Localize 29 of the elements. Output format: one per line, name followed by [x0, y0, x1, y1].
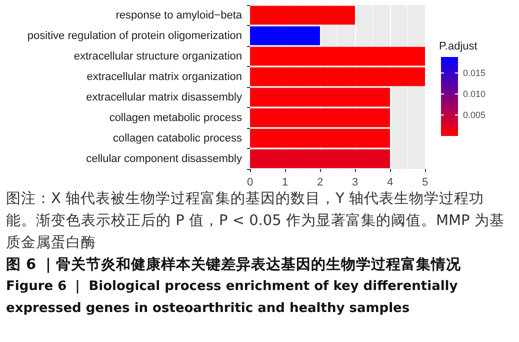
color-bar-label: 0.015	[463, 68, 486, 78]
bar	[250, 108, 390, 128]
bar	[250, 46, 425, 66]
x-tick-label: 1	[282, 176, 288, 188]
bar	[250, 88, 390, 107]
caption: 图 6 ｜骨关节炎和健康样本关键差异表达基因的生物学过程富集情况	[6, 255, 462, 275]
x-tick-label: 4	[386, 176, 394, 188]
y-tick-label: positive regulation of protein oligomerization	[27, 30, 242, 42]
y-tick-label: response to amyloid−beta	[116, 9, 243, 22]
caption: Figure 6 ｜ Biological process enrichment of key differentially expressed genes in osteoarthritic and healthy samples	[6, 278, 459, 318]
y-tick-label: extracellular matrix organization	[86, 70, 242, 83]
bar	[250, 26, 320, 46]
y-tick-label: cellular component disassembly	[86, 152, 242, 165]
color-bar-label: 0.010	[463, 88, 486, 99]
x-tick-label: 5	[422, 176, 428, 188]
x-tick-label: 0	[246, 176, 254, 188]
bar	[250, 149, 390, 168]
y-tick-label: collagen catabolic process	[112, 132, 242, 144]
text: 图注：X 轴代表被生物学过程富集的基因的数目，Y 轴代表生物学过程功能。渐变色表示校正后的 P 值，P < 0.05 作为显著富集的阈值。MMP 为基质金属蛋白酶	[6, 190, 506, 253]
y-tick-label: extracellular structure organization	[74, 50, 242, 62]
y-tick-label: extracellular matrix disassembly	[86, 91, 242, 104]
color-bar-label: 0.005	[463, 110, 486, 120]
bar	[250, 128, 390, 148]
y-tick-label: collagen metabolic process	[109, 112, 242, 124]
color-bar-title: P.adjust	[439, 40, 478, 52]
x-tick-label: 2	[316, 176, 324, 188]
x-tick-label: 3	[352, 176, 358, 188]
bar	[250, 67, 425, 86]
bar	[250, 6, 355, 25]
